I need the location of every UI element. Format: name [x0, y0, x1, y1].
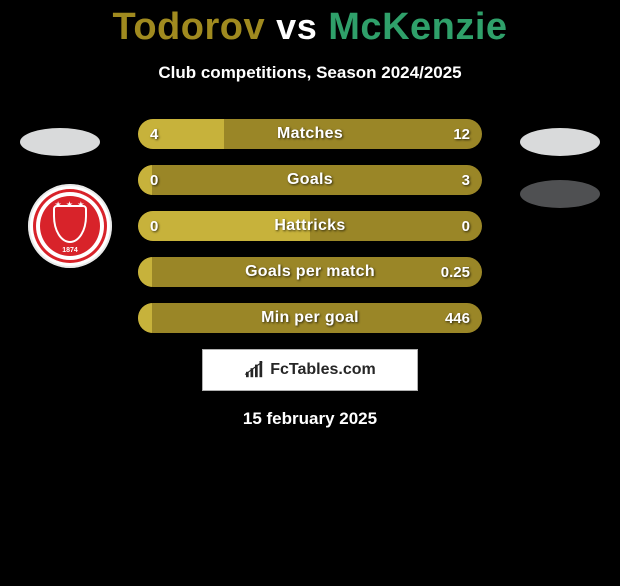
stat-label: Hattricks	[138, 211, 482, 241]
stat-row: 4Matches12	[138, 119, 482, 149]
crest-year: 1874	[36, 247, 104, 254]
stat-value-right: 12	[453, 119, 470, 149]
attribution-box: FcTables.com	[202, 349, 418, 391]
stat-value-right: 0	[462, 211, 470, 241]
stat-label: Matches	[138, 119, 482, 149]
footer-date: 15 february 2025	[0, 409, 620, 429]
fctables-logo: FcTables.com	[244, 361, 376, 379]
stat-label: Goals	[138, 165, 482, 195]
crest-ring: ★ ★ ★ 1874	[36, 192, 104, 260]
left-club-crest: ★ ★ ★ 1874	[28, 184, 112, 268]
bar-chart-icon	[244, 361, 266, 379]
stat-row: 0Hattricks0	[138, 211, 482, 241]
subtitle: Club competitions, Season 2024/2025	[0, 63, 620, 83]
stat-label: Min per goal	[138, 303, 482, 333]
right-club-badge-placeholder-2	[520, 180, 600, 208]
stat-value-right: 446	[445, 303, 470, 333]
stat-label: Goals per match	[138, 257, 482, 287]
left-club-badge-placeholder	[20, 128, 100, 156]
right-club-badge-placeholder	[520, 128, 600, 156]
brand-text: FcTables.com	[270, 361, 376, 379]
player2-name: McKenzie	[328, 6, 507, 48]
player1-name: Todorov	[112, 6, 265, 48]
stat-bars: 4Matches120Goals30Hattricks0Goals per ma…	[138, 119, 482, 333]
stat-row: 0Goals3	[138, 165, 482, 195]
stat-row: Min per goal446	[138, 303, 482, 333]
comparison-title: Todorov vs McKenzie	[0, 6, 620, 49]
vs-text: vs	[276, 6, 317, 47]
stat-value-right: 3	[462, 165, 470, 195]
stat-value-right: 0.25	[441, 257, 470, 287]
stat-row: Goals per match0.25	[138, 257, 482, 287]
crest-shield	[53, 205, 87, 243]
